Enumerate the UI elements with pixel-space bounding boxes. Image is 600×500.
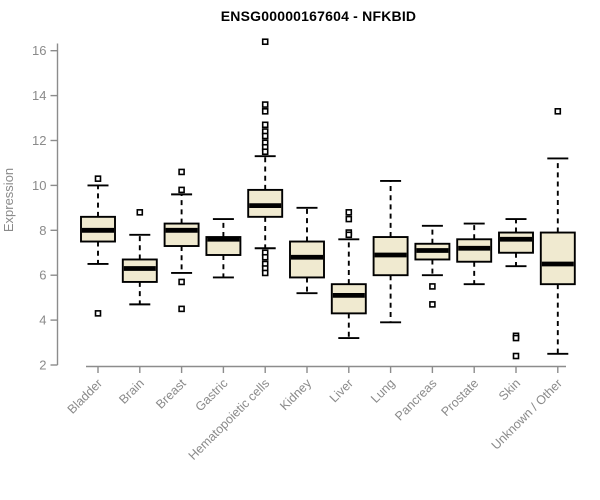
outlier-point [345, 231, 353, 239]
outlier-point [429, 301, 436, 308]
outlier-point [261, 108, 269, 115]
outlier-point [261, 148, 269, 156]
outlier-point [429, 283, 436, 290]
outlier-point [261, 101, 269, 108]
x-tick-label: Kidney [277, 376, 314, 413]
outlier-point [554, 108, 562, 115]
outlier-point [261, 121, 269, 129]
x-tick-label: Bladder [65, 376, 105, 416]
y-tick-label: 4 [39, 313, 46, 328]
x-tick-label: Skin [496, 376, 523, 403]
x-tick-label: Breast [153, 376, 189, 412]
x-tick-label: Lung [368, 376, 398, 406]
x-tick-label: Brain [116, 376, 147, 407]
outlier-point [261, 269, 269, 277]
y-tick-label: 12 [32, 133, 46, 148]
outlier-point [94, 310, 102, 317]
outlier-point [178, 305, 185, 313]
outlier-point [261, 132, 269, 140]
outlier-point [178, 278, 185, 286]
box-body [539, 231, 576, 286]
y-tick-label: 10 [32, 178, 46, 193]
y-tick-label: 8 [39, 223, 46, 238]
chart-title: ENSG00000167604 - NFKBID [220, 8, 417, 24]
outlier-point [345, 209, 353, 216]
outlier-point [512, 352, 520, 360]
outlier-point [261, 253, 269, 261]
x-tick-label: Pancreas [392, 376, 439, 423]
outlier-point [94, 175, 102, 182]
x-tick-label: Liver [327, 376, 356, 405]
x-tick-label: Unknown / Other [489, 376, 565, 452]
x-tick-label: Prostate [438, 376, 481, 419]
box-body [330, 283, 367, 315]
outlier-point [261, 38, 269, 46]
y-axis-label: Expression [1, 168, 16, 232]
x-tick-label: Hematopoietic cells [186, 376, 273, 463]
box-body [498, 231, 534, 254]
outlier-point [136, 209, 144, 216]
box-body [163, 222, 200, 247]
x-tick-label: Gastric [193, 376, 231, 414]
outlier-point [512, 334, 520, 342]
y-tick-label: 6 [39, 268, 46, 283]
outlier-point [345, 215, 353, 223]
y-tick-label: 14 [32, 88, 46, 103]
outlier-point [178, 186, 185, 194]
y-tick-label: 2 [39, 358, 46, 373]
outlier-point [178, 168, 185, 176]
y-tick-label: 16 [32, 43, 46, 58]
